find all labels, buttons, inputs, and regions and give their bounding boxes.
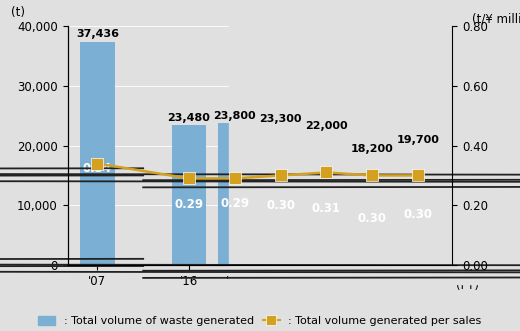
Bar bbox=[218, 123, 252, 265]
Y-axis label: (t/¥ million): (t/¥ million) bbox=[472, 12, 520, 25]
Bar bbox=[80, 42, 114, 265]
Y-axis label: (t): (t) bbox=[10, 6, 24, 19]
Text: 0.30: 0.30 bbox=[266, 199, 295, 212]
Bar bbox=[355, 156, 389, 265]
Text: 22,000: 22,000 bbox=[305, 121, 348, 131]
Text: 37,436: 37,436 bbox=[76, 29, 119, 39]
Text: 0.30: 0.30 bbox=[358, 212, 387, 225]
Text: 0.31: 0.31 bbox=[312, 202, 341, 215]
Text: 0.29: 0.29 bbox=[174, 198, 203, 211]
Bar bbox=[172, 125, 206, 265]
Text: 23,480: 23,480 bbox=[167, 113, 211, 122]
Text: 19,700: 19,700 bbox=[397, 135, 439, 145]
Text: 23,800: 23,800 bbox=[214, 111, 256, 120]
Bar bbox=[309, 134, 344, 265]
Text: 0.30: 0.30 bbox=[404, 208, 433, 221]
Bar bbox=[401, 147, 435, 265]
Text: 0.29: 0.29 bbox=[220, 197, 250, 210]
Text: 18,200: 18,200 bbox=[351, 144, 394, 154]
Text: 23,300: 23,300 bbox=[259, 114, 302, 123]
Bar bbox=[264, 126, 298, 265]
Text: (FY): (FY) bbox=[456, 279, 479, 292]
Bar bbox=[229, 7, 520, 284]
Text: 0.34: 0.34 bbox=[83, 163, 112, 175]
Legend: : Total volume of waste generated, : Total volume generated per sales: : Total volume of waste generated, : Tot… bbox=[34, 311, 486, 331]
